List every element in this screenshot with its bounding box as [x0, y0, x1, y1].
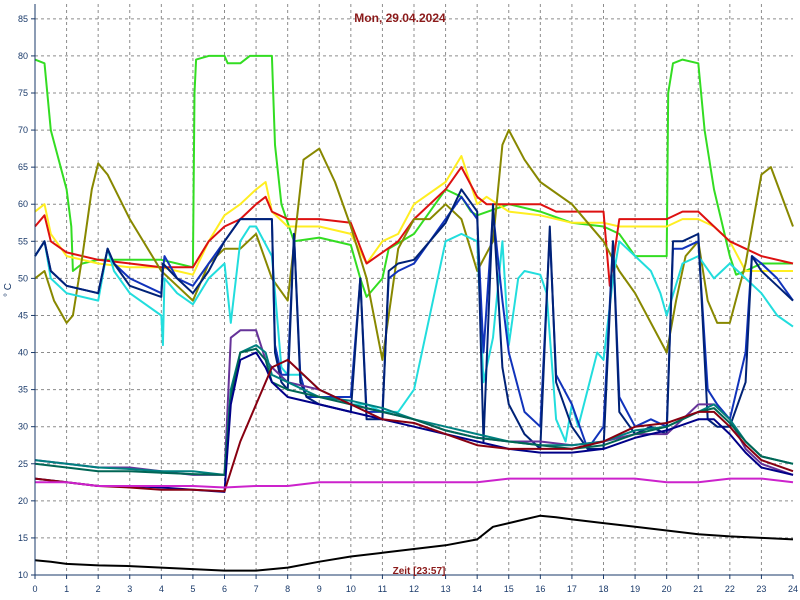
series-line-14 — [34, 514, 794, 572]
x-tick-label: 19 — [630, 584, 640, 594]
y-tick-label: 60 — [18, 199, 28, 209]
x-tick-label: 0 — [32, 584, 37, 594]
y-tick-label: 70 — [18, 125, 28, 135]
y-tick-label: 15 — [18, 533, 28, 543]
y-tick-label: 25 — [18, 459, 28, 469]
x-tick-label: 16 — [535, 584, 545, 594]
y-tick-label: 80 — [18, 51, 28, 61]
x-tick-label: 3 — [127, 584, 132, 594]
x-tick-label: 23 — [756, 584, 766, 594]
x-tick-label: 13 — [441, 584, 451, 594]
y-tick-label: 55 — [18, 236, 28, 246]
x-tick-label: 1 — [64, 584, 69, 594]
x-axis-label: Zeit [23:57] — [393, 566, 446, 577]
x-tick-label: 20 — [662, 584, 672, 594]
series-line-4 — [34, 129, 794, 361]
x-tick-label: 24 — [788, 584, 798, 594]
y-tick-label: 30 — [18, 422, 28, 432]
y-tick-label: 40 — [18, 348, 28, 358]
y-tick-label: 35 — [18, 385, 28, 395]
y-tick-label: 75 — [18, 88, 28, 98]
series-lines — [34, 54, 794, 572]
x-tick-label: 7 — [254, 584, 259, 594]
x-tick-label: 14 — [472, 584, 482, 594]
series-line-3 — [34, 166, 794, 287]
series-line-1 — [34, 54, 793, 298]
x-tick-label: 21 — [693, 584, 703, 594]
series-line-5 — [34, 225, 794, 443]
x-tick-label: 17 — [567, 584, 577, 594]
x-tick-label: 4 — [159, 584, 164, 594]
y-axis-label: ° C — [3, 283, 14, 297]
y-tick-label: 65 — [18, 162, 28, 172]
x-tick-label: 5 — [190, 584, 195, 594]
y-tick-label: 45 — [18, 310, 28, 320]
x-tick-label: 2 — [96, 584, 101, 594]
chart-title: Mon, 29.04.2024 — [354, 11, 446, 25]
tick-labels: 0 1 2 3 4 5 6 7 8 9 10 11 12 13 14 15 16 17 18 19 20 21 22 23 24… — [18, 14, 798, 594]
y-tick-label: 20 — [18, 496, 28, 506]
x-tick-label: 18 — [598, 584, 608, 594]
x-tick-label: 15 — [504, 584, 514, 594]
y-tick-label: 85 — [18, 14, 28, 24]
x-tick-label: 12 — [409, 584, 419, 594]
x-tick-label: 22 — [725, 584, 735, 594]
y-tick-label: 50 — [18, 273, 28, 283]
x-tick-label: 8 — [285, 584, 290, 594]
series-line-12 — [34, 358, 794, 493]
x-tick-label: 9 — [317, 584, 322, 594]
y-tick-label: 10 — [18, 570, 28, 580]
x-tick-label: 11 — [378, 584, 387, 594]
series-line-7 — [34, 188, 794, 450]
series-line-13 — [35, 477, 794, 489]
x-tick-label: 10 — [346, 584, 356, 594]
x-tick-label: 6 — [222, 584, 227, 594]
